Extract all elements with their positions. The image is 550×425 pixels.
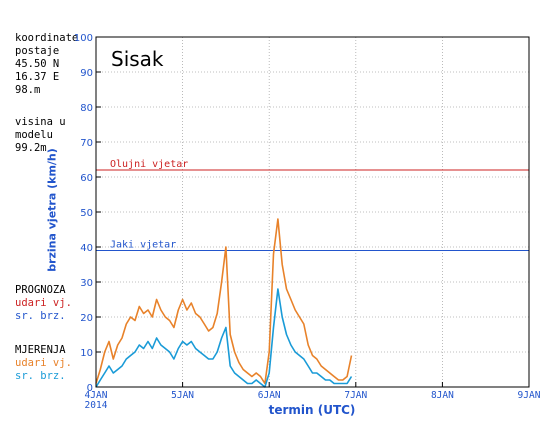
series-line xyxy=(95,288,353,388)
coord-line: koordinate xyxy=(15,32,79,44)
measured-mean-label: sr. brz. xyxy=(15,370,66,382)
coord-line: 45.50 N xyxy=(15,58,60,70)
y-tick-label: 40 xyxy=(80,243,93,254)
forecast-mean-label: sr. brz. xyxy=(15,310,66,322)
x-tick-label: 9JAN xyxy=(518,390,541,401)
measured-gust-label: udari vj. xyxy=(15,357,72,369)
x-tick-label: 8JAN xyxy=(431,390,454,401)
threshold-label: Jaki vjetar xyxy=(110,240,176,251)
y-tick-label: 60 xyxy=(80,173,93,184)
y-tick-label: 0 xyxy=(87,383,93,394)
coord-line: postaje xyxy=(15,45,60,57)
coord-line: 16.37 E xyxy=(15,71,60,83)
station-coordinates: koordinate postaje 45.50 N 16.37 E 98.m xyxy=(15,32,78,97)
x-tick-label: 6JAN xyxy=(258,390,281,401)
coord-line: 98.m xyxy=(15,84,41,96)
x-tick-sublabel: 2014 xyxy=(85,400,108,411)
y-tick-label: 10 xyxy=(80,348,93,359)
x-tick-label: 5JAN xyxy=(171,390,194,401)
y-tick-label: 100 xyxy=(74,33,93,44)
y-tick-label: 50 xyxy=(80,208,93,219)
x-axis-label: termin (UTC) xyxy=(269,403,356,417)
y-tick-label: 70 xyxy=(80,138,93,149)
threshold-label: Olujni vjetar xyxy=(110,159,188,170)
model-line: visina u xyxy=(15,116,66,128)
forecast-legend: PROGNOZA udari vj. sr. brz. xyxy=(15,284,72,323)
measured-title: MJERENJA xyxy=(15,344,66,356)
series xyxy=(95,218,353,388)
y-tick-label: 30 xyxy=(80,278,93,289)
model-line: modelu xyxy=(15,129,53,141)
y-tick-label: 80 xyxy=(80,103,93,114)
measured-legend: MJERENJA udari vj. sr. brz. xyxy=(15,344,72,383)
thresholds: Olujni vjetar Jaki vjetar xyxy=(96,159,529,251)
series-line xyxy=(95,218,353,385)
model-line: 99.2m xyxy=(15,142,47,154)
model-height: visina u modelu 99.2m xyxy=(15,116,66,155)
y-tick-label: 20 xyxy=(80,313,93,324)
grid xyxy=(96,37,529,387)
chart-title: Sisak xyxy=(111,47,164,71)
forecast-gust-label: udari vj. xyxy=(15,297,72,309)
forecast-title: PROGNOZA xyxy=(15,284,66,296)
x-tick-label: 4JAN xyxy=(85,390,108,401)
x-tick-label: 7JAN xyxy=(344,390,367,401)
y-tick-label: 90 xyxy=(80,68,93,79)
